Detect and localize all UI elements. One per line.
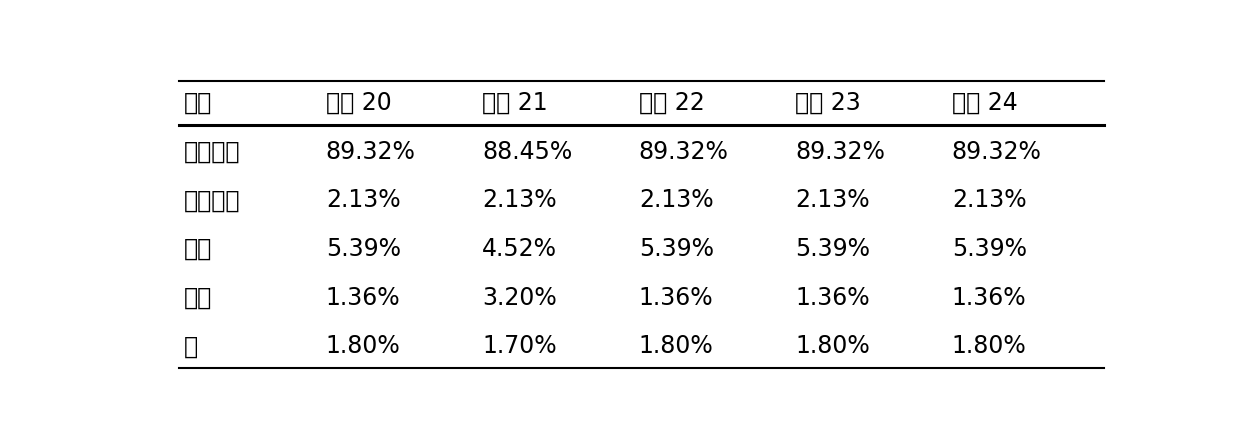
- Text: 88.45%: 88.45%: [482, 140, 572, 164]
- Text: 1.36%: 1.36%: [795, 286, 870, 310]
- Text: 成份: 成份: [183, 91, 212, 115]
- Text: 实例 24: 实例 24: [952, 91, 1017, 115]
- Text: 5.39%: 5.39%: [326, 237, 400, 261]
- Text: 5.39%: 5.39%: [639, 237, 714, 261]
- Text: 1.80%: 1.80%: [952, 334, 1027, 359]
- Text: 实例 23: 实例 23: [795, 91, 861, 115]
- Text: 2.13%: 2.13%: [639, 188, 714, 212]
- Text: 2.13%: 2.13%: [482, 188, 558, 212]
- Text: 5.39%: 5.39%: [795, 237, 870, 261]
- Text: 89.32%: 89.32%: [639, 140, 729, 164]
- Text: 实例 20: 实例 20: [326, 91, 392, 115]
- Text: 1.70%: 1.70%: [482, 334, 558, 359]
- Text: 实例 22: 实例 22: [639, 91, 705, 115]
- Text: 1.80%: 1.80%: [639, 334, 714, 359]
- Text: 5.39%: 5.39%: [952, 237, 1027, 261]
- Text: 1.80%: 1.80%: [326, 334, 400, 359]
- Text: 89.32%: 89.32%: [952, 140, 1042, 164]
- Text: 实例 21: 实例 21: [482, 91, 548, 115]
- Text: 1.36%: 1.36%: [326, 286, 400, 310]
- Text: 1.80%: 1.80%: [795, 334, 870, 359]
- Text: 2.13%: 2.13%: [795, 188, 870, 212]
- Text: 2.13%: 2.13%: [326, 188, 400, 212]
- Text: 1.36%: 1.36%: [639, 286, 714, 310]
- Text: 2.13%: 2.13%: [952, 188, 1026, 212]
- Text: 水: 水: [183, 334, 198, 359]
- Text: 盐酸: 盐酸: [183, 286, 212, 310]
- Text: 3.20%: 3.20%: [482, 286, 558, 310]
- Text: 1.36%: 1.36%: [952, 286, 1026, 310]
- Text: 二氯乙酸: 二氯乙酸: [183, 188, 240, 212]
- Text: 89.32%: 89.32%: [326, 140, 415, 164]
- Text: 89.32%: 89.32%: [795, 140, 885, 164]
- Text: 4.52%: 4.52%: [482, 237, 558, 261]
- Text: 乙酸: 乙酸: [183, 237, 212, 261]
- Text: 一氯乙酸: 一氯乙酸: [183, 140, 240, 164]
